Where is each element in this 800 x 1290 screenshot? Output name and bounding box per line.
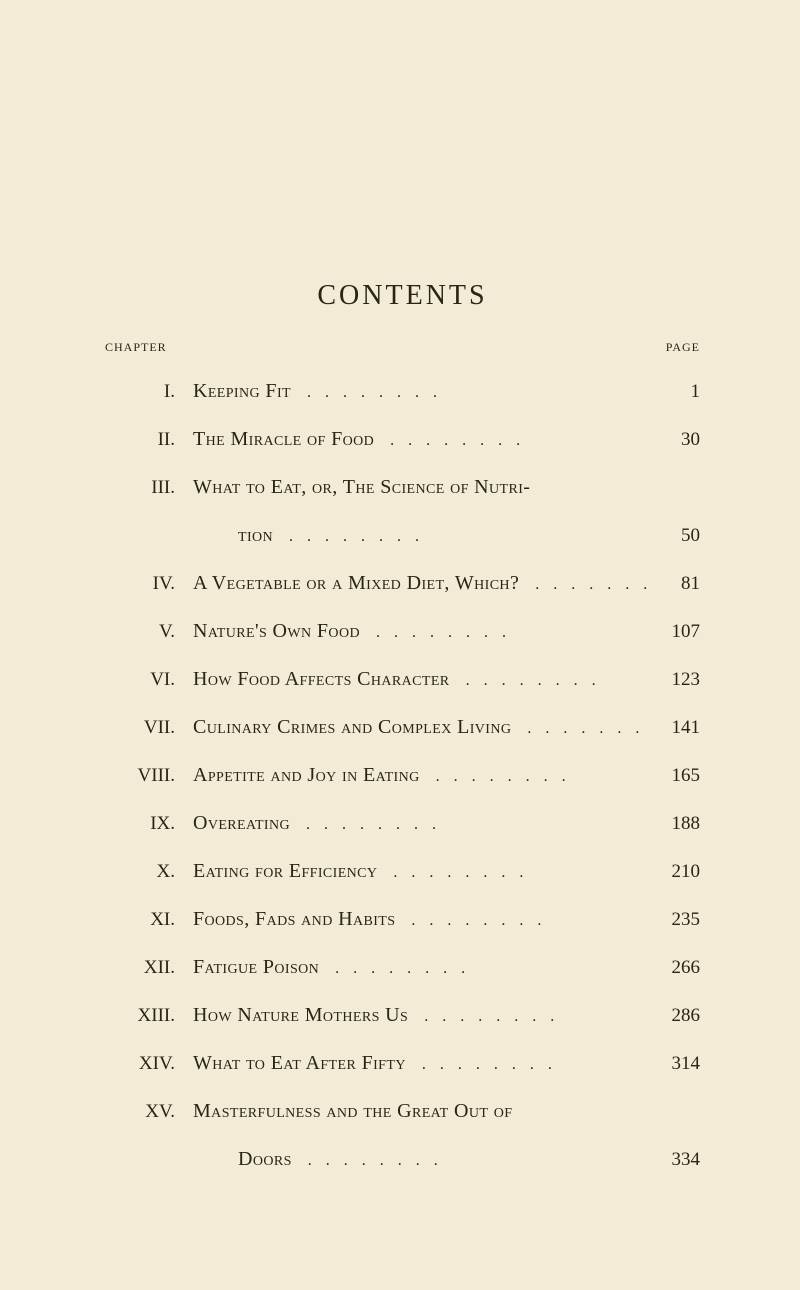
toc-entry: V.Nature's Own Food........107 <box>105 607 700 655</box>
chapter-number: V. <box>105 609 193 655</box>
toc-entry: III.What to Eat, or, The Science of Nutr… <box>105 463 700 511</box>
header-chapter: CHAPTER <box>105 340 167 355</box>
chapter-title-continuation: Doors <box>193 1135 292 1183</box>
page-number: 314 <box>654 1041 700 1087</box>
chapter-number: XIII. <box>105 993 193 1039</box>
chapter-number: VII. <box>105 705 193 751</box>
toc-entry: XII.Fatigue Poison........266 <box>105 943 700 991</box>
leader-dots: ........ <box>273 518 654 556</box>
page-number: 1 <box>654 369 700 415</box>
chapter-title: Foods, Fads and Habits <box>193 895 395 943</box>
chapter-number: VI. <box>105 657 193 703</box>
toc-entry: I.Keeping Fit........1 <box>105 367 700 415</box>
leader-dots: ........ <box>420 758 654 796</box>
chapter-number: XII. <box>105 945 193 991</box>
chapter-number: XIV. <box>105 1041 193 1087</box>
header-row: CHAPTER PAGE <box>105 340 700 355</box>
toc-entry-continuation: Doors........334 <box>105 1135 700 1183</box>
chapter-title: Masterfulness and the Great Out of <box>193 1087 512 1135</box>
leader-dots: ........ <box>319 950 654 988</box>
page-number: 141 <box>654 705 700 751</box>
chapter-title: Appetite and Joy in Eating <box>193 751 420 799</box>
chapter-number: I. <box>105 369 193 415</box>
header-page: PAGE <box>666 340 700 355</box>
chapter-title: A Vegetable or a Mixed Diet, Which? <box>193 559 519 607</box>
page-number: 235 <box>654 897 700 943</box>
chapter-title: Nature's Own Food <box>193 607 360 655</box>
toc-list: I.Keeping Fit........1II.The Miracle of … <box>105 367 700 1183</box>
leader-dots: ........ <box>511 710 654 748</box>
page-number: 210 <box>654 849 700 895</box>
leader-dots: ........ <box>450 662 654 700</box>
toc-entry: IV.A Vegetable or a Mixed Diet, Which?..… <box>105 559 700 607</box>
leader-dots: ........ <box>519 566 654 604</box>
toc-entry-continuation: tion........50 <box>105 511 700 559</box>
contents-title: CONTENTS <box>105 280 700 312</box>
page-number: 123 <box>654 657 700 703</box>
toc-entry: VII.Culinary Crimes and Complex Living..… <box>105 703 700 751</box>
page-number: 188 <box>654 801 700 847</box>
chapter-number: IV. <box>105 561 193 607</box>
toc-entry: XIII.How Nature Mothers Us........286 <box>105 991 700 1039</box>
chapter-number: III. <box>105 465 193 511</box>
chapter-title: The Miracle of Food <box>193 415 374 463</box>
chapter-number: IX. <box>105 801 193 847</box>
chapter-title-continuation: tion <box>193 511 273 559</box>
toc-entry: XV.Masterfulness and the Great Out of <box>105 1087 700 1135</box>
toc-entry: II.The Miracle of Food........30 <box>105 415 700 463</box>
leader-dots: ........ <box>360 614 654 652</box>
chapter-number: XI. <box>105 897 193 943</box>
page-number: 286 <box>654 993 700 1039</box>
chapter-title: How Nature Mothers Us <box>193 991 408 1039</box>
page-number: 165 <box>654 753 700 799</box>
toc-entry: VI.How Food Affects Character........123 <box>105 655 700 703</box>
chapter-number: XV. <box>105 1089 193 1135</box>
page-number: 50 <box>654 513 700 559</box>
page-number: 266 <box>654 945 700 991</box>
chapter-number: X. <box>105 849 193 895</box>
toc-entry: VIII.Appetite and Joy in Eating........1… <box>105 751 700 799</box>
page-number: 81 <box>654 561 700 607</box>
toc-entry: XIV.What to Eat After Fifty........314 <box>105 1039 700 1087</box>
toc-entry: XI.Foods, Fads and Habits........235 <box>105 895 700 943</box>
chapter-title: What to Eat, or, The Science of Nutri- <box>193 463 530 511</box>
leader-dots: ........ <box>377 854 654 892</box>
leader-dots: ........ <box>408 998 654 1036</box>
toc-entry: IX.Overeating........188 <box>105 799 700 847</box>
leader-dots: ........ <box>395 902 654 940</box>
chapter-title: Eating for Efficiency <box>193 847 377 895</box>
leader-dots: ........ <box>292 1142 654 1180</box>
page-number: 334 <box>654 1137 700 1183</box>
chapter-number: VIII. <box>105 753 193 799</box>
page-container: CONTENTS CHAPTER PAGE I.Keeping Fit.....… <box>0 0 800 1243</box>
chapter-title: Culinary Crimes and Complex Living <box>193 703 511 751</box>
chapter-title: Overeating <box>193 799 290 847</box>
chapter-title: Keeping Fit <box>193 367 291 415</box>
toc-entry: X.Eating for Efficiency........210 <box>105 847 700 895</box>
chapter-title: What to Eat After Fifty <box>193 1039 406 1087</box>
leader-dots: ........ <box>374 422 654 460</box>
leader-dots: ........ <box>290 806 654 844</box>
chapter-title: How Food Affects Character <box>193 655 450 703</box>
chapter-title: Fatigue Poison <box>193 943 319 991</box>
leader-dots: ........ <box>406 1046 654 1084</box>
page-number: 30 <box>654 417 700 463</box>
leader-dots: ........ <box>291 374 654 412</box>
page-number: 107 <box>654 609 700 655</box>
chapter-number: II. <box>105 417 193 463</box>
